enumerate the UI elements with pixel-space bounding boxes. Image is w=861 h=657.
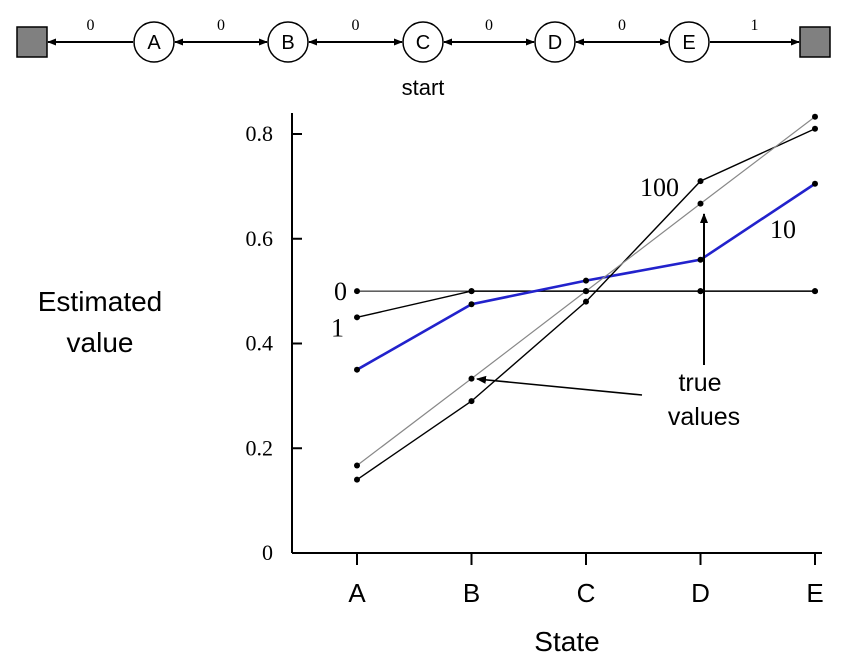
y-tick-label-4: 0.8	[246, 121, 274, 146]
series-label-10: 10	[770, 215, 796, 244]
edge-reward-0: 0	[87, 17, 95, 34]
y-ticks: 0 0.2 0.4 0.6 0.8	[246, 121, 302, 565]
state-node-a	[133, 21, 175, 63]
y-tick-label-1: 0.2	[246, 435, 274, 460]
point-100-a	[354, 476, 360, 483]
point-1-d	[697, 288, 704, 295]
state-label-b: B	[281, 32, 294, 54]
edge-reward-2: 0	[352, 17, 360, 34]
state-node-c	[402, 21, 444, 63]
point-true-values-c	[583, 288, 589, 295]
point-1-e	[812, 288, 818, 295]
edge-reward-1: 0	[217, 17, 225, 34]
point-1-b	[468, 288, 475, 295]
y-axis-label-line1: Estimated	[38, 286, 163, 317]
axes	[291, 113, 822, 554]
y-tick-label-2: 0.4	[246, 331, 274, 356]
series-label-1: 1	[331, 313, 344, 342]
edge-reward-5: 1	[751, 17, 759, 34]
point-0-a	[354, 288, 360, 295]
point-true-values-e	[812, 113, 818, 120]
state-label-a: A	[147, 32, 161, 54]
state-label-d: D	[548, 32, 562, 54]
point-true-values-d	[697, 200, 704, 207]
x-axis-label: State	[534, 626, 599, 657]
start-label: start	[402, 75, 445, 100]
series-line-10	[356, 182, 816, 371]
y-tick-label-0: 0	[262, 540, 273, 565]
point-100-e	[812, 125, 818, 132]
point-1-a	[354, 314, 360, 321]
terminal-right-square-icon	[799, 26, 831, 58]
state-label-e: E	[682, 32, 695, 54]
point-10-a	[354, 366, 360, 373]
point-10-b	[468, 301, 475, 308]
point-true-values-a	[354, 462, 360, 469]
state-node-b	[267, 21, 309, 63]
x-tick-label-e: E	[806, 578, 823, 608]
state-node-e	[668, 21, 710, 63]
series-lines	[354, 113, 818, 483]
x-tick-label-b: B	[463, 578, 480, 608]
point-true-values-b	[468, 375, 475, 382]
state-label-c: C	[416, 32, 430, 54]
point-100-d	[697, 178, 704, 185]
value-chart: 0 0.2 0.4 0.6 0.8 A B C D E 0 1 10 100 Estimated va…	[38, 113, 824, 657]
x-tick-label-a: A	[348, 578, 366, 608]
edge-reward-4: 0	[618, 17, 626, 34]
point-100-b	[468, 398, 475, 405]
y-axis-label-line2: value	[67, 327, 134, 358]
state-node-d	[534, 21, 576, 63]
edge-reward-3: 0	[485, 17, 493, 34]
point-10-c	[583, 277, 589, 284]
y-tick-label-3: 0.6	[246, 226, 274, 251]
terminal-left-square-icon	[16, 26, 48, 58]
x-tick-label-d: D	[691, 578, 710, 608]
true-values-label-line1: true	[678, 369, 721, 397]
point-10-e	[812, 180, 818, 187]
point-10-d	[697, 256, 704, 263]
x-ticks: A B C D E	[348, 553, 824, 608]
point-100-c	[583, 298, 589, 305]
series-label-100: 100	[640, 173, 679, 202]
series-labels: 0 1 10 100	[331, 173, 796, 342]
series-label-0: 0	[334, 277, 347, 306]
true-values-pointer-b	[476, 375, 643, 396]
x-tick-label-c: C	[577, 578, 596, 608]
true-values-annotation: true values	[476, 213, 740, 431]
true-values-label-line2: values	[668, 403, 740, 431]
